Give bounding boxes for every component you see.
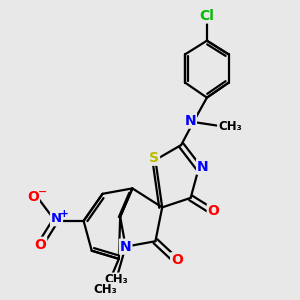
Text: S: S bbox=[149, 151, 159, 165]
Text: N: N bbox=[197, 160, 209, 174]
Text: CH₃: CH₃ bbox=[104, 274, 128, 286]
Text: −: − bbox=[38, 187, 47, 196]
Text: N: N bbox=[120, 240, 131, 254]
Text: Cl: Cl bbox=[200, 8, 214, 22]
Text: N: N bbox=[184, 114, 196, 128]
Text: O: O bbox=[27, 190, 39, 203]
Text: N: N bbox=[51, 212, 62, 225]
Text: +: + bbox=[59, 209, 68, 219]
Text: O: O bbox=[171, 253, 183, 267]
Text: CH₃: CH₃ bbox=[93, 283, 117, 296]
Text: CH₃: CH₃ bbox=[218, 120, 242, 133]
Text: O: O bbox=[34, 238, 46, 252]
Text: O: O bbox=[208, 204, 220, 218]
